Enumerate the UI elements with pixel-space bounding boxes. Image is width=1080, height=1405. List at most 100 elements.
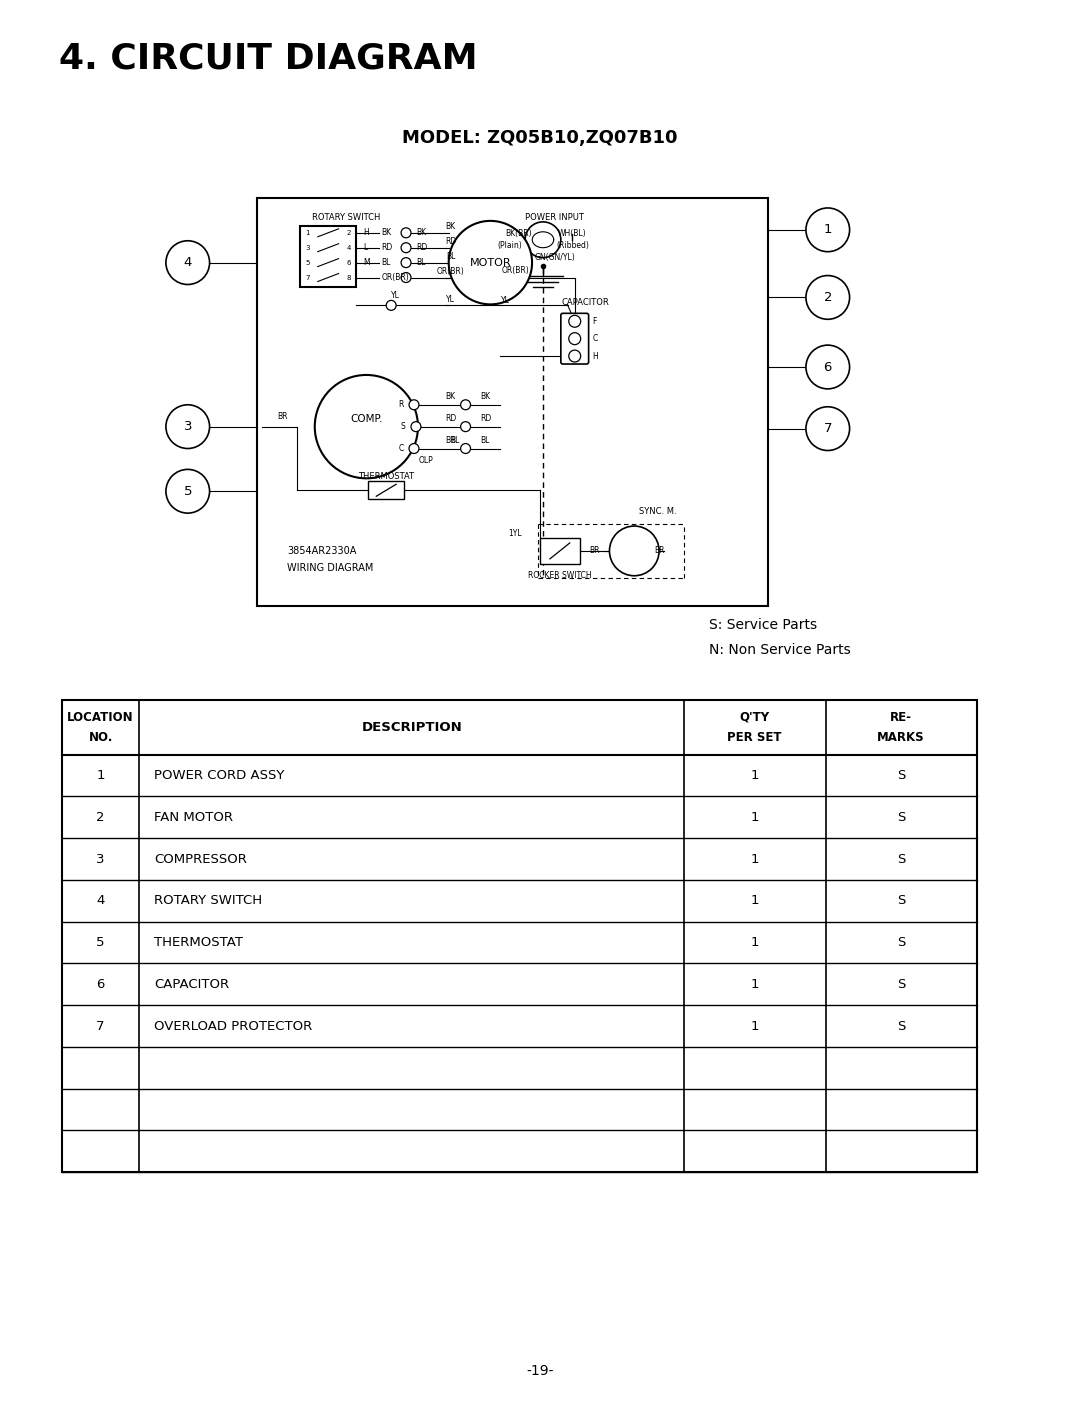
Text: BR: BR bbox=[276, 412, 287, 422]
Text: BR: BR bbox=[445, 436, 456, 445]
Text: BR: BR bbox=[653, 547, 664, 555]
Circle shape bbox=[460, 422, 471, 431]
Text: YL: YL bbox=[446, 295, 455, 303]
Text: 7: 7 bbox=[96, 1020, 105, 1033]
Circle shape bbox=[569, 333, 581, 344]
Text: L: L bbox=[363, 243, 367, 253]
Text: OVERLOAD PROTECTOR: OVERLOAD PROTECTOR bbox=[154, 1020, 312, 1033]
Text: 2: 2 bbox=[347, 230, 351, 236]
Circle shape bbox=[460, 400, 471, 410]
Circle shape bbox=[806, 275, 850, 319]
Text: RE-: RE- bbox=[890, 711, 913, 724]
Bar bbox=[257, 198, 768, 606]
Text: RD: RD bbox=[445, 414, 457, 423]
Circle shape bbox=[401, 228, 411, 237]
Circle shape bbox=[569, 350, 581, 362]
Circle shape bbox=[806, 346, 850, 389]
Circle shape bbox=[806, 208, 850, 251]
Text: BK: BK bbox=[416, 228, 427, 237]
Text: 5: 5 bbox=[96, 936, 105, 948]
Circle shape bbox=[166, 405, 210, 448]
Text: S: S bbox=[401, 422, 405, 431]
Text: (Plain): (Plain) bbox=[498, 242, 523, 250]
Text: OR(BR): OR(BR) bbox=[381, 273, 409, 282]
Text: 5: 5 bbox=[184, 485, 192, 497]
Text: S: Service Parts: S: Service Parts bbox=[708, 618, 816, 632]
Text: F: F bbox=[593, 316, 597, 326]
Text: Q'TY: Q'TY bbox=[740, 711, 770, 724]
Bar bbox=[62, 700, 976, 1172]
Circle shape bbox=[525, 222, 561, 257]
Text: 1: 1 bbox=[751, 895, 759, 908]
Circle shape bbox=[314, 375, 418, 478]
Text: -19-: -19- bbox=[526, 1364, 554, 1378]
Text: N: Non Service Parts: N: Non Service Parts bbox=[708, 643, 850, 658]
Text: 3: 3 bbox=[96, 853, 105, 865]
Circle shape bbox=[387, 301, 396, 311]
Text: (Ribbed): (Ribbed) bbox=[556, 242, 590, 250]
Text: 1YL: 1YL bbox=[509, 528, 522, 538]
Text: FAN MOTOR: FAN MOTOR bbox=[154, 811, 233, 823]
Text: BL: BL bbox=[381, 259, 391, 267]
Text: WIRING DIAGRAM: WIRING DIAGRAM bbox=[287, 563, 374, 573]
Text: 2: 2 bbox=[824, 291, 832, 303]
Text: S: S bbox=[896, 811, 905, 823]
Text: PER SET: PER SET bbox=[728, 731, 782, 743]
Text: ROCKER SWITCH: ROCKER SWITCH bbox=[528, 572, 592, 580]
Text: 2: 2 bbox=[96, 811, 105, 823]
Circle shape bbox=[460, 444, 471, 454]
Text: H: H bbox=[593, 351, 598, 361]
Text: S: S bbox=[896, 853, 905, 865]
Text: THERMOSTAT: THERMOSTAT bbox=[154, 936, 243, 948]
Text: ROTARY SWITCH: ROTARY SWITCH bbox=[154, 895, 262, 908]
Circle shape bbox=[409, 444, 419, 454]
Text: R: R bbox=[399, 400, 404, 409]
Circle shape bbox=[806, 407, 850, 451]
Text: RD: RD bbox=[416, 243, 428, 253]
Text: 4: 4 bbox=[184, 256, 192, 270]
Circle shape bbox=[609, 525, 659, 576]
FancyBboxPatch shape bbox=[561, 313, 589, 364]
Text: MODEL: ZQ05B10,ZQ07B10: MODEL: ZQ05B10,ZQ07B10 bbox=[402, 129, 678, 148]
Text: 4: 4 bbox=[96, 895, 105, 908]
Text: DESCRIPTION: DESCRIPTION bbox=[362, 721, 462, 733]
Circle shape bbox=[166, 469, 210, 513]
Bar bbox=[368, 482, 404, 499]
Text: RD: RD bbox=[445, 237, 457, 246]
Text: BL: BL bbox=[481, 436, 490, 445]
Text: M: M bbox=[363, 259, 370, 267]
Text: MOTOR: MOTOR bbox=[470, 257, 511, 267]
Text: POWER INPUT: POWER INPUT bbox=[526, 214, 584, 222]
Text: GN(GN/YL): GN(GN/YL) bbox=[535, 253, 576, 263]
Text: 1: 1 bbox=[751, 853, 759, 865]
Text: 1: 1 bbox=[96, 769, 105, 783]
Text: 1: 1 bbox=[824, 223, 832, 236]
Text: BK: BK bbox=[446, 222, 456, 232]
Text: 3: 3 bbox=[306, 244, 310, 250]
Text: S: S bbox=[896, 895, 905, 908]
Circle shape bbox=[569, 315, 581, 327]
Text: OR(BR): OR(BR) bbox=[436, 267, 464, 275]
Text: 4. CIRCUIT DIAGRAM: 4. CIRCUIT DIAGRAM bbox=[58, 42, 477, 76]
Text: YL: YL bbox=[501, 296, 510, 305]
Text: SYNC. M.: SYNC. M. bbox=[639, 507, 677, 516]
Circle shape bbox=[409, 400, 419, 410]
Text: BK: BK bbox=[481, 392, 490, 402]
Circle shape bbox=[401, 273, 411, 282]
Text: 1: 1 bbox=[751, 811, 759, 823]
Text: BK(BR): BK(BR) bbox=[504, 229, 531, 239]
Text: POWER CORD ASSY: POWER CORD ASSY bbox=[154, 769, 285, 783]
Text: 6: 6 bbox=[824, 361, 832, 374]
Text: CAPACITOR: CAPACITOR bbox=[562, 298, 609, 306]
Text: C: C bbox=[399, 444, 404, 452]
Text: 7: 7 bbox=[306, 274, 310, 281]
Text: BL: BL bbox=[416, 259, 426, 267]
Text: C: C bbox=[593, 334, 598, 343]
Circle shape bbox=[166, 240, 210, 284]
Text: MARKS: MARKS bbox=[877, 731, 924, 743]
Text: 1: 1 bbox=[751, 1020, 759, 1033]
Text: 7: 7 bbox=[824, 422, 832, 436]
Circle shape bbox=[411, 422, 421, 431]
Circle shape bbox=[448, 221, 532, 305]
Text: 5: 5 bbox=[306, 260, 310, 266]
